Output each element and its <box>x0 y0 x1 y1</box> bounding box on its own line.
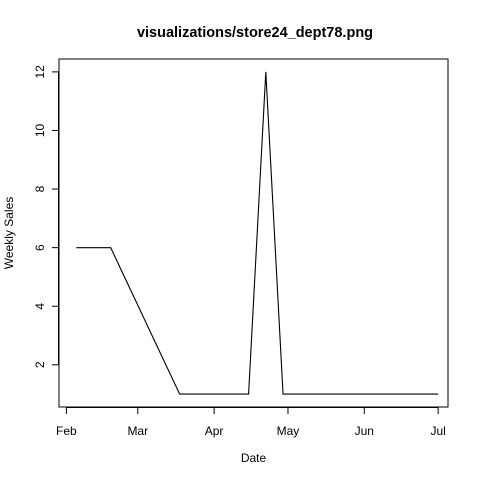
series-line-0 <box>76 71 439 395</box>
x-tick-label: Jun <box>355 424 374 438</box>
y-tick-label: 10 <box>33 123 47 137</box>
x-tick-label: Apr <box>205 424 224 438</box>
x-tick-label: Feb <box>56 424 77 438</box>
x-axis: Feb Mar Apr May Jun Jul <box>56 407 446 438</box>
y-tick-label: 6 <box>33 244 47 251</box>
x-axis-title: Date <box>241 451 267 465</box>
x-tick-label: Jul <box>430 424 445 438</box>
y-tick-label: 8 <box>33 185 47 192</box>
x-tick-label: May <box>277 424 300 438</box>
series-layer <box>76 71 439 395</box>
y-tick-label: 12 <box>33 65 47 79</box>
y-axis-title: Weekly Sales <box>2 197 16 269</box>
y-tick-label: 4 <box>33 303 47 310</box>
x-tick-label: Mar <box>127 424 148 438</box>
chart-title: visualizations/store24_dept78.png <box>137 25 373 41</box>
y-axis: 2 4 6 8 10 12 <box>33 65 59 368</box>
y-tick-label: 2 <box>33 361 47 368</box>
